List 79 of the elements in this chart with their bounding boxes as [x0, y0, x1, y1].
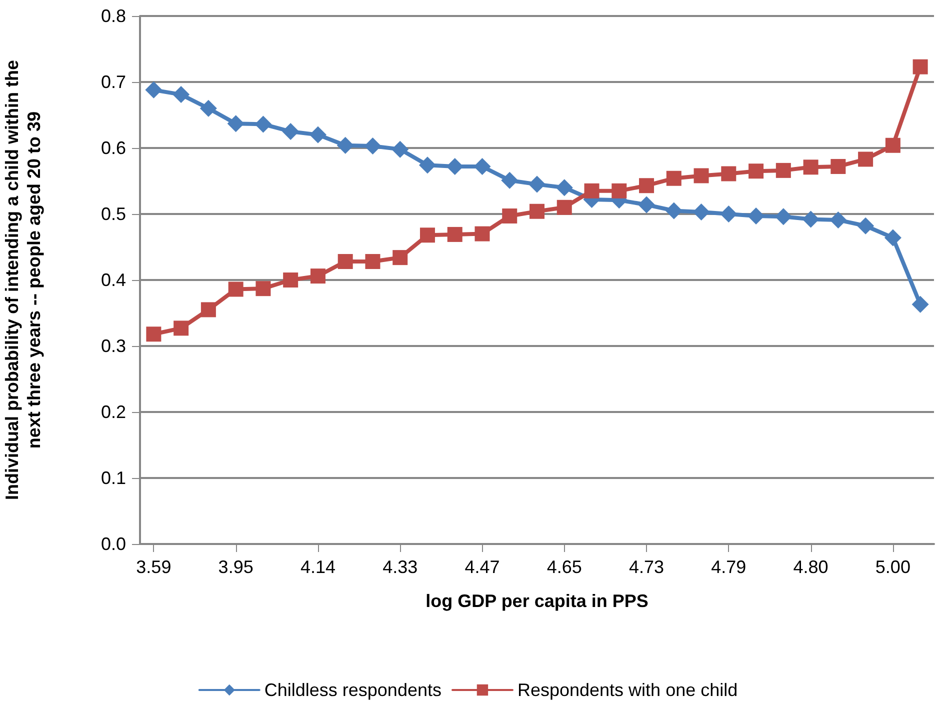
y-tick-label: 0.2	[100, 402, 126, 422]
point	[776, 162, 791, 178]
point	[720, 206, 738, 222]
point	[474, 226, 490, 242]
point	[392, 140, 409, 158]
y-tick-label: 0.7	[100, 72, 126, 92]
point	[200, 302, 216, 318]
point	[556, 200, 572, 215]
point	[666, 170, 682, 186]
point	[774, 208, 792, 226]
point	[364, 138, 382, 155]
x-tick-label: 4.73	[628, 557, 664, 577]
point	[694, 168, 709, 184]
point	[885, 138, 900, 153]
x-tick-label: 5.00	[875, 557, 910, 577]
point	[858, 152, 874, 167]
point	[665, 202, 682, 220]
y-tick-label: 0.8	[100, 6, 126, 26]
legend-label: Respondents with one child	[517, 680, 738, 700]
y-axis-title: Individual probability of intending a child within the next three years -- people aged 20 to 39	[2, 60, 44, 500]
point	[446, 158, 464, 175]
point	[639, 178, 654, 194]
point	[227, 115, 244, 132]
point	[418, 156, 436, 174]
point	[830, 158, 846, 174]
point	[692, 204, 710, 221]
point	[912, 59, 928, 74]
point	[638, 196, 656, 214]
point	[283, 272, 298, 288]
point	[830, 211, 847, 228]
y-tick-label: 0.1	[100, 468, 126, 488]
point	[338, 254, 353, 270]
legend-label: Childless respondents	[264, 680, 442, 700]
x-tick-label: 4.14	[300, 557, 336, 577]
point	[530, 204, 544, 219]
point	[336, 136, 354, 154]
point	[802, 210, 820, 228]
point	[309, 126, 326, 144]
x-tick-label: 4.65	[546, 557, 582, 577]
point	[528, 176, 546, 193]
point	[556, 179, 573, 196]
point	[884, 229, 902, 246]
y-tick-label: 0.5	[100, 204, 126, 224]
y-tick-label: 0.0	[100, 534, 126, 554]
point	[612, 183, 627, 198]
point	[857, 217, 874, 234]
point	[748, 164, 764, 179]
point	[172, 86, 190, 104]
x-tick-label: 3.95	[218, 557, 254, 577]
point	[584, 183, 600, 198]
point	[228, 282, 244, 297]
x-tick-label: 4.80	[793, 557, 828, 577]
y-tick-label: 0.3	[100, 336, 126, 356]
point	[146, 326, 162, 342]
x-tick-label: 3.59	[136, 557, 172, 577]
x-tick-label: 4.79	[711, 557, 746, 577]
point	[256, 281, 271, 296]
point	[748, 207, 765, 224]
point	[174, 320, 189, 336]
point	[282, 123, 300, 140]
point	[502, 208, 518, 224]
y-tick-label: 0.4	[100, 270, 126, 290]
point	[200, 100, 217, 117]
point	[912, 296, 929, 313]
point	[474, 158, 491, 175]
point	[803, 160, 818, 175]
point	[447, 226, 462, 242]
point	[392, 250, 408, 266]
point	[310, 268, 326, 284]
y-tick-label: 0.6	[100, 138, 126, 158]
point	[721, 166, 736, 182]
point	[145, 81, 162, 98]
point	[420, 228, 435, 243]
x-tick-label: 4.47	[464, 557, 500, 577]
point	[365, 254, 380, 270]
point	[254, 116, 272, 133]
x-axis-title: log GDP per capita in PPS	[426, 591, 648, 611]
x-tick-label: 4.33	[382, 557, 418, 577]
point	[501, 172, 518, 189]
